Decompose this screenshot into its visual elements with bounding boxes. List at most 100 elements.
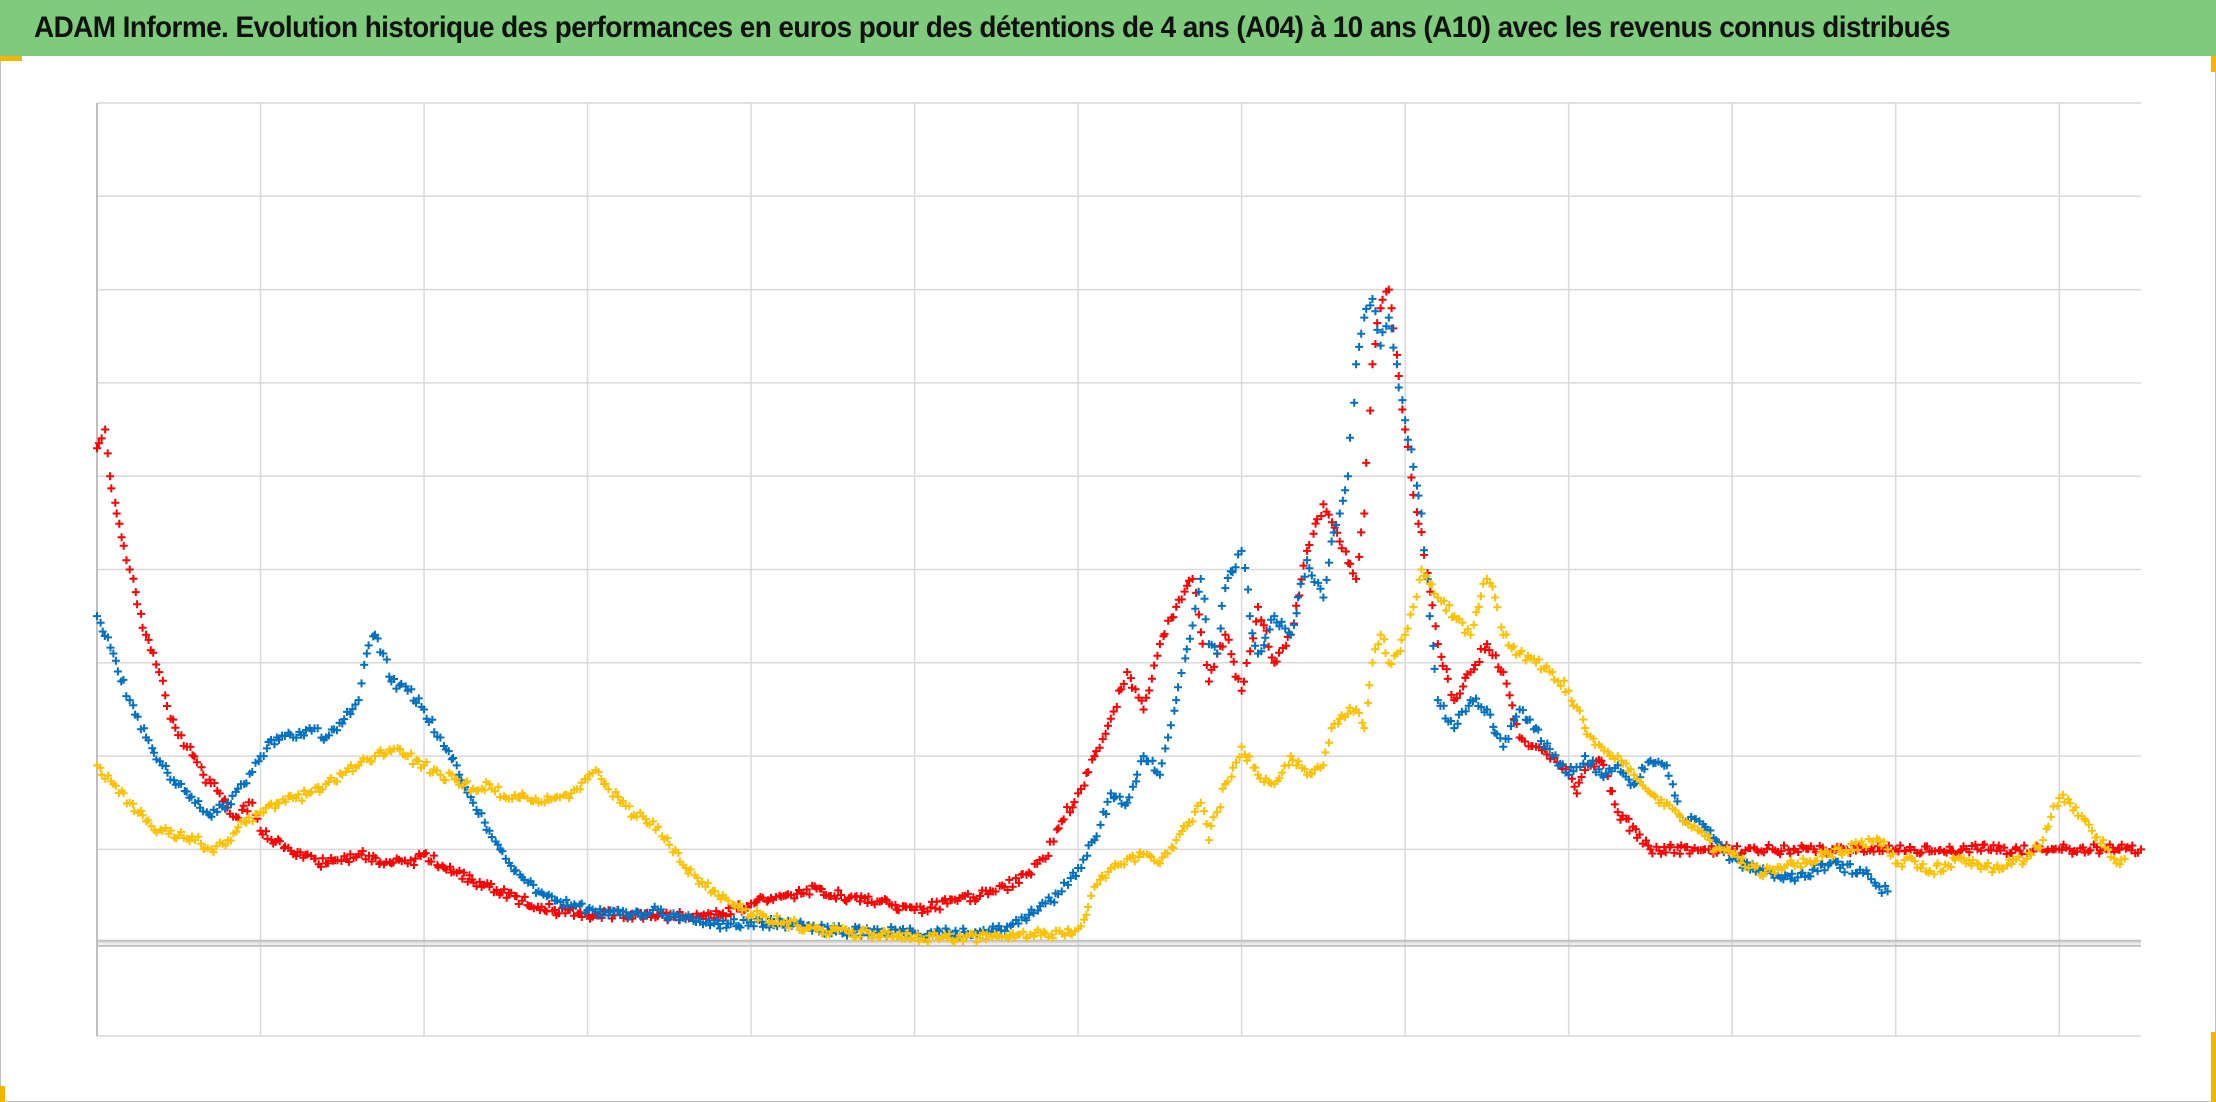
data-point [1303,556,1325,593]
data-point [1417,565,1439,598]
data-point [1597,742,1619,763]
data-point [1360,301,1375,322]
data-point [632,808,654,829]
data-point [1155,613,1178,649]
data-point [1401,425,1416,482]
data-point [1245,612,1260,650]
data-point [976,928,1015,944]
data-point [93,434,106,453]
data-point [106,472,120,507]
data-point [1499,668,1521,729]
data-point [1368,319,1382,369]
data-point [1204,813,1218,845]
data-point [485,826,507,856]
data-point [1270,632,1292,667]
data-point [199,770,222,795]
grid [96,102,2141,1037]
data-point [485,880,523,908]
data-point [379,649,394,681]
data-point [2120,854,2129,863]
data-point [1392,360,1407,405]
data-point [338,761,360,779]
data-point [1859,834,1882,851]
data-point [1891,840,1980,859]
data-point [1581,724,1603,749]
data-point [354,847,394,869]
data-point [1123,668,1146,705]
data-point [166,714,188,750]
data-point [1074,915,1088,933]
data-point [2038,822,2053,845]
data-point [1172,634,1194,705]
data-point [1883,887,1892,896]
data-point [1728,841,1815,859]
data-point [1270,612,1293,637]
data-point [125,565,147,632]
data-point [370,630,385,657]
data-point [1343,398,1359,481]
data-point [452,775,475,796]
series-1 [93,294,1892,942]
data-point [1875,836,1888,850]
data-point [1090,721,1112,761]
series-0 [93,285,2145,925]
data-point [747,891,786,908]
data-point [1515,646,1538,665]
data-point [2071,803,2093,829]
data-point [1352,705,1367,727]
data-point [485,780,508,801]
data-point [1392,350,1407,414]
data-point [1499,630,1520,659]
data-point [1450,670,1472,705]
data-point [1286,752,1309,774]
data-point [142,816,165,837]
data-point [2104,845,2119,863]
data-point [992,921,1015,936]
data-point [1041,824,1063,863]
data-point [191,797,214,819]
data-point [591,766,606,783]
data-point [1973,840,2060,858]
data-point [125,798,147,820]
data-point [1499,712,1521,751]
data-point [403,749,426,772]
data-point [387,744,410,760]
data-point [501,854,525,879]
data-point [93,612,115,652]
data-point [681,911,721,930]
data-point [1360,681,1374,733]
data-point [1613,752,1635,775]
data-point [321,850,361,868]
data-point [1515,705,1538,734]
data-point [1491,593,1506,632]
data-point [648,817,672,844]
data-point [1008,913,1031,929]
data-point [1883,845,1897,860]
data-point [1352,528,1366,583]
data-point [142,733,164,766]
data-point [1581,752,1604,777]
data-point [1564,759,1588,779]
data-point [1711,843,1734,855]
corner-mark-bottom-right [2211,1032,2216,1102]
data-point [1303,512,1326,555]
data-point [1196,798,1211,828]
data-point [1597,764,1619,782]
data-point [1090,867,1113,891]
data-point [1319,738,1333,770]
data-point [1376,322,1391,350]
data-point [1695,817,1718,842]
data-point [101,425,112,458]
data-point [518,789,540,806]
data-point [1221,630,1243,683]
data-point [518,892,557,916]
data-point [877,895,916,915]
data-point [338,700,360,728]
data-point [779,915,819,935]
data-point [583,903,623,920]
data-point [240,757,263,789]
data-point [240,809,262,827]
data-point [125,696,149,734]
data-point [1025,898,1047,919]
data-point [387,675,410,693]
